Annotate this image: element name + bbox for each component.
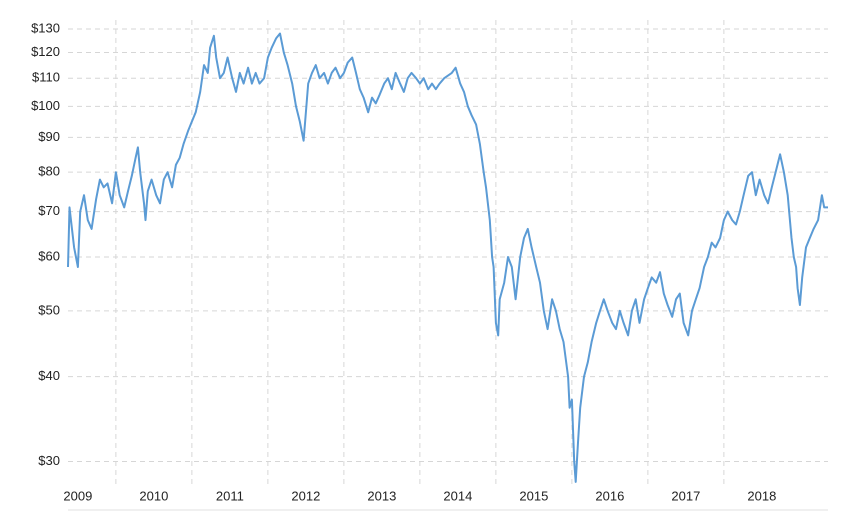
y-tick-label: $80: [38, 164, 60, 179]
x-tick-label: 2011: [216, 488, 244, 503]
y-tick-label: $50: [38, 302, 60, 317]
x-tick-label: 2013: [367, 488, 396, 503]
x-tick-label: 2010: [139, 488, 168, 503]
x-tick-label: 2018: [747, 488, 776, 503]
y-tick-label: $30: [38, 453, 60, 468]
y-tick-label: $130: [31, 20, 60, 35]
y-tick-label: $40: [38, 368, 60, 383]
x-tick-label: 2009: [63, 488, 92, 503]
y-tick-label: $120: [31, 44, 60, 59]
x-tick-label: 2015: [519, 488, 548, 503]
x-tick-label: 2014: [443, 488, 472, 503]
y-tick-label: $100: [31, 98, 60, 113]
y-tick-label: $90: [38, 129, 60, 144]
x-tick-label: 2017: [671, 488, 700, 503]
x-tick-label: 2016: [595, 488, 624, 503]
y-tick-label: $60: [38, 248, 60, 263]
x-tick-label: 2012: [291, 488, 320, 503]
y-tick-label: $70: [38, 203, 60, 218]
price-line: [67, 32, 828, 483]
y-tick-label: $110: [32, 70, 60, 85]
